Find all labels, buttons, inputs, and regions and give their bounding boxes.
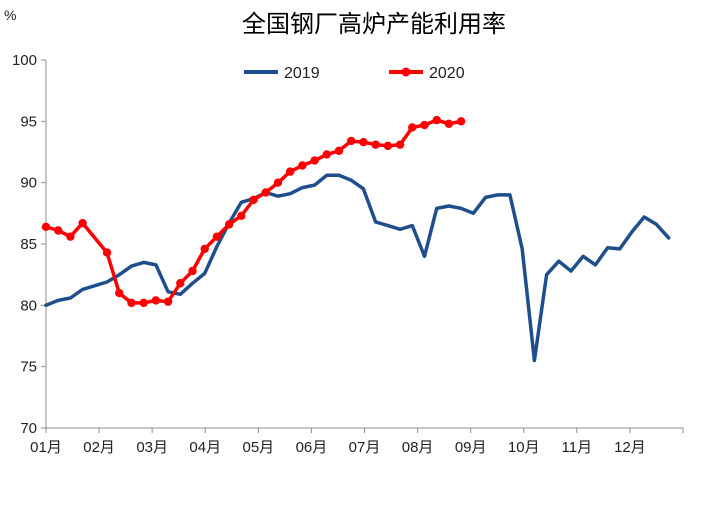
x-tick-label: 04月 [189,439,221,456]
series-line-2020 [44,118,463,305]
x-tick-label: 07月 [349,439,381,456]
y-tick-label: 95 [20,113,37,130]
x-tick-label: 09月 [455,439,487,456]
x-tick-label: 12月 [614,439,646,456]
data-point-2020 [249,195,258,205]
x-tick-label: 08月 [402,439,434,456]
legend-marker-2020 [401,67,411,77]
x-tick-label: 01月 [30,439,62,456]
data-point-2020 [102,248,112,257]
data-point-2020 [359,137,368,147]
x-tick-label: 10月 [508,439,540,456]
data-point-2020 [456,117,466,126]
data-point-2020 [334,146,344,155]
data-point-2020 [322,150,332,159]
plot-area [41,115,671,363]
legend-label-2020: 2020 [429,65,465,82]
legend-label-2019: 2019 [284,65,320,82]
data-point-2020 [163,297,173,306]
y-tick-label: 70 [20,420,37,437]
data-point-2020 [224,220,234,229]
data-point-2020 [237,211,246,220]
data-point-2020 [420,120,429,130]
legend: 2019 2020 [244,65,465,82]
data-point-2020 [188,266,197,276]
data-point-2020 [408,123,417,132]
series-line-2019 [44,173,671,363]
y-tick-label: 75 [20,359,37,376]
y-tick-label: 100 [12,52,37,69]
data-point-2020 [200,244,209,254]
x-tick-label: 03月 [136,439,168,456]
data-point-2020 [212,232,222,241]
data-point-2020 [78,218,87,228]
data-point-2020 [139,298,148,308]
series-2020 [41,115,466,308]
data-point-2020 [432,115,441,125]
y-axis-unit-label: % [4,7,16,23]
data-point-2020 [273,178,283,187]
x-tick-label: 06月 [296,439,328,456]
legend-item-2019: 2019 [244,65,320,82]
data-point-2020 [261,188,270,197]
data-point-2020 [115,288,124,298]
data-point-2020 [444,119,454,128]
data-point-2020 [310,156,319,165]
data-point-2020 [66,232,75,241]
x-tick-label: 11月 [562,439,593,456]
data-point-2020 [285,167,295,176]
data-point-2020 [298,161,307,170]
y-tick-label: 85 [20,236,37,253]
series-2019 [44,173,671,363]
y-tick-label: 80 [20,297,37,314]
y-tick-label: 90 [20,175,37,192]
data-point-2020 [127,298,136,308]
data-point-2020 [151,296,161,305]
chart-title: 全国钢厂高炉产能利用率 [242,10,506,38]
data-point-2020 [176,279,185,288]
data-point-2020 [371,140,380,149]
legend-item-2020: 2020 [389,65,465,82]
x-tick-label: 05月 [242,439,274,456]
data-point-2020 [41,222,51,232]
data-point-2020 [347,136,356,146]
data-point-2020 [395,140,405,149]
x-tick-label: 02月 [83,439,115,456]
data-point-2020 [383,141,393,151]
axes: 70 75 80 85 90 95 100 01月 02月 03月 04月 05月 06月 07月 08月 0… [12,52,684,456]
data-point-2020 [54,226,63,235]
